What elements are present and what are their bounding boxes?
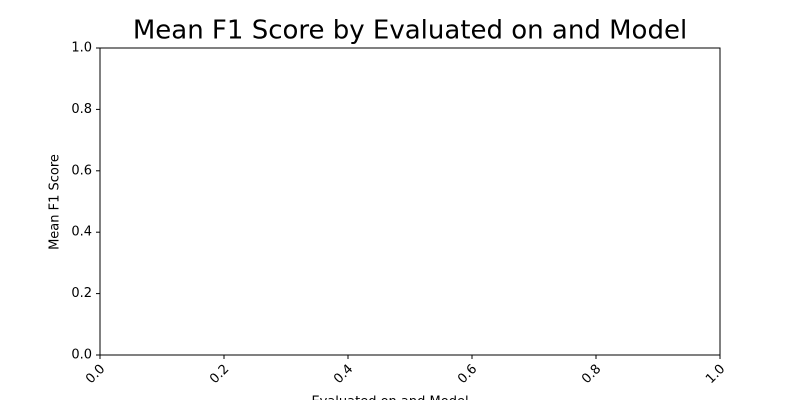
y-tick-label: 0.6	[71, 163, 92, 178]
y-tick-label: 0.8	[71, 102, 92, 117]
x-tick-label: 0.2	[207, 362, 232, 387]
x-tick-label: 0.6	[455, 362, 480, 387]
y-tick-label: 1.0	[71, 41, 92, 56]
x-tick-label: 0.0	[83, 362, 108, 387]
x-tick-label: 0.4	[331, 362, 356, 387]
y-tick-label: 0.4	[71, 225, 92, 240]
plot-frame	[99, 47, 721, 356]
y-axis-label: Mean F1 Score	[48, 154, 63, 250]
y-tick-label: 0.2	[71, 286, 92, 301]
y-tick-label: 0.0	[71, 348, 92, 363]
x-tick-label: 0.8	[579, 362, 604, 387]
x-tick-label: 1.0	[703, 362, 728, 387]
chart-title: Mean F1 Score by Evaluated on and Model	[133, 16, 687, 46]
x-axis-label: Evaluated on and Model	[311, 395, 468, 400]
